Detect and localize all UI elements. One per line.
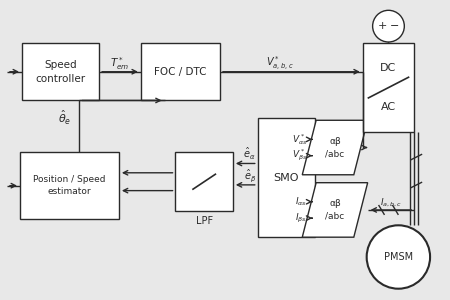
Text: $V_{a,b,c}^*$: $V_{a,b,c}^*$ <box>266 55 293 73</box>
Text: $\hat{e}_{\alpha}$: $\hat{e}_{\alpha}$ <box>243 146 256 163</box>
Text: $I_{\alpha s}$: $I_{\alpha s}$ <box>295 196 307 208</box>
Text: FOC / DTC: FOC / DTC <box>154 67 207 77</box>
Bar <box>258 118 315 237</box>
Text: PMSM: PMSM <box>384 252 413 262</box>
Bar <box>176 152 233 211</box>
Text: Position / Speed
estimator: Position / Speed estimator <box>33 175 106 196</box>
Text: Speed
controller: Speed controller <box>36 60 86 84</box>
Bar <box>22 43 99 100</box>
Polygon shape <box>302 120 368 175</box>
Text: $V_{\beta s}^*$: $V_{\beta s}^*$ <box>292 148 307 164</box>
Text: $V_{\alpha s}^*$: $V_{\alpha s}^*$ <box>292 132 307 147</box>
Text: +: + <box>378 21 387 31</box>
Text: αβ
/abc: αβ /abc <box>325 137 345 158</box>
Text: $\hat{e}_{\beta}$: $\hat{e}_{\beta}$ <box>243 167 256 184</box>
Text: AC: AC <box>381 102 396 112</box>
Text: $I_{\beta s}$: $I_{\beta s}$ <box>295 212 307 225</box>
Text: DC: DC <box>380 63 396 73</box>
Polygon shape <box>302 183 368 237</box>
Circle shape <box>373 10 404 42</box>
Text: $\hat{\theta}_e$: $\hat{\theta}_e$ <box>58 109 71 128</box>
Text: −: − <box>390 21 399 31</box>
Circle shape <box>367 225 430 289</box>
Bar <box>141 43 220 100</box>
Text: SMO: SMO <box>274 173 299 183</box>
Text: LPF: LPF <box>196 216 213 226</box>
Text: $I_{a,b,c}$: $I_{a,b,c}$ <box>380 197 402 209</box>
Text: αβ
/abc: αβ /abc <box>325 199 345 221</box>
Bar <box>363 43 414 132</box>
Text: $T_{em}^*$: $T_{em}^*$ <box>110 56 130 72</box>
Bar <box>20 152 119 219</box>
